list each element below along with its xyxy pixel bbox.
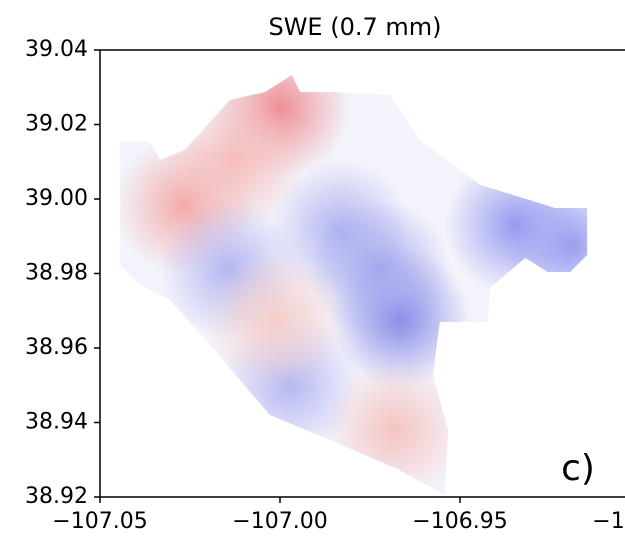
y-tick-label: 38.96 [25,335,88,360]
field-blob [501,175,588,316]
y-tick-label: 39.04 [25,37,88,62]
chart-title: SWE (0.7 mm) [268,13,441,41]
x-tick-label: −106.95 [412,509,507,534]
field-blob [310,200,451,341]
field-blob [324,359,465,496]
x-tick-label: −107.05 [52,509,147,534]
x-tick-label: −106.90 [592,509,625,534]
panel-label: c) [561,448,595,489]
y-tick-label: 39.02 [25,112,88,137]
field-blob [204,250,345,391]
y-tick-label: 38.98 [25,261,88,286]
x-tick-label: −107.00 [232,509,327,534]
y-tick-label: 38.94 [25,410,88,435]
y-tick-label: 38.92 [25,484,88,509]
y-tick-label: 39.00 [25,186,88,211]
